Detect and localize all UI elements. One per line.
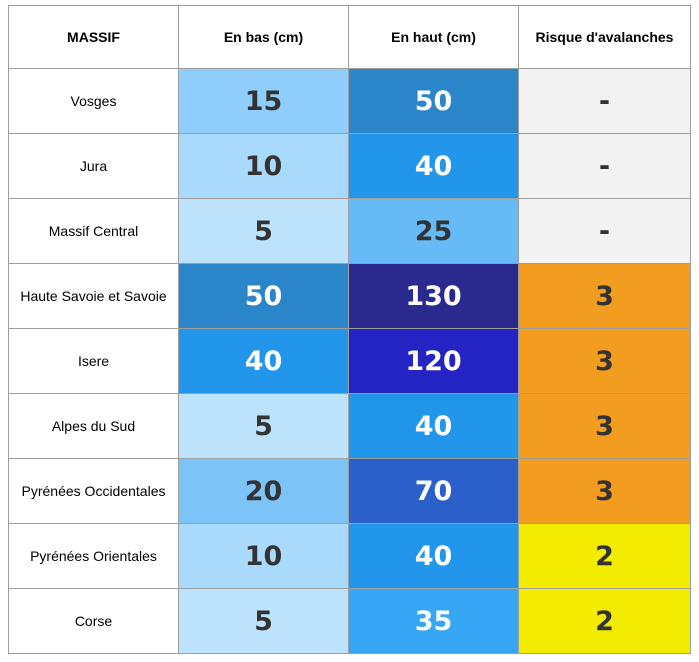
- massif-cell: Pyrénées Orientales: [8, 523, 179, 589]
- value-cell: 40: [348, 523, 519, 589]
- massif-cell: Massif Central: [8, 198, 179, 264]
- massif-cell: Pyrénées Occidentales: [8, 458, 179, 524]
- value-cell: 10: [178, 523, 349, 589]
- value-cell: 20: [178, 458, 349, 524]
- value-cell: -: [518, 133, 691, 199]
- value-cell: 35: [348, 588, 519, 654]
- value-cell: 5: [178, 198, 349, 264]
- table-row: Isere 40 120 3: [8, 328, 691, 394]
- massif-cell: Isere: [8, 328, 179, 394]
- value-cell: 15: [178, 68, 349, 134]
- value-cell: 130: [348, 263, 519, 329]
- value-cell: 5: [178, 588, 349, 654]
- header-row: MASSIF En bas (cm) En haut (cm) Risque d…: [8, 5, 691, 69]
- value-cell: -: [518, 198, 691, 264]
- table-row: Haute Savoie et Savoie 50 130 3: [8, 263, 691, 329]
- value-cell: 120: [348, 328, 519, 394]
- value-cell: 3: [518, 328, 691, 394]
- table-row: Pyrénées Occidentales 20 70 3: [8, 458, 691, 524]
- value-cell: 50: [348, 68, 519, 134]
- massif-cell: Alpes du Sud: [8, 393, 179, 459]
- header-cell: MASSIF: [8, 5, 179, 69]
- table-row: Pyrénées Orientales 10 40 2: [8, 523, 691, 589]
- value-cell: -: [518, 68, 691, 134]
- value-cell: 25: [348, 198, 519, 264]
- header-cell: Risque d'avalanches: [518, 5, 691, 69]
- table-row: Jura 10 40-: [8, 133, 691, 199]
- table-row: Massif Central 5 25-: [8, 198, 691, 264]
- massif-cell: Jura: [8, 133, 179, 199]
- massif-cell: Haute Savoie et Savoie: [8, 263, 179, 329]
- value-cell: 10: [178, 133, 349, 199]
- value-cell: 40: [178, 328, 349, 394]
- value-cell: 70: [348, 458, 519, 524]
- snow-table: MASSIF En bas (cm) En haut (cm) Risque d…: [8, 5, 691, 654]
- table-body: Vosges 15 50- Jura 10 40- Massif Central 5 25- Ha…: [8, 68, 691, 654]
- massif-cell: Corse: [8, 588, 179, 654]
- value-cell: 5: [178, 393, 349, 459]
- value-cell: 2: [518, 523, 691, 589]
- table-row: Corse 5 35 2: [8, 588, 691, 654]
- header-cell: En haut (cm): [348, 5, 519, 69]
- value-cell: 3: [518, 458, 691, 524]
- value-cell: 40: [348, 393, 519, 459]
- table-row: Alpes du Sud 5 40 3: [8, 393, 691, 459]
- header-cell: En bas (cm): [178, 5, 349, 69]
- massif-cell: Vosges: [8, 68, 179, 134]
- value-cell: 50: [178, 263, 349, 329]
- value-cell: 3: [518, 393, 691, 459]
- value-cell: 2: [518, 588, 691, 654]
- value-cell: 40: [348, 133, 519, 199]
- value-cell: 3: [518, 263, 691, 329]
- table-row: Vosges 15 50-: [8, 68, 691, 134]
